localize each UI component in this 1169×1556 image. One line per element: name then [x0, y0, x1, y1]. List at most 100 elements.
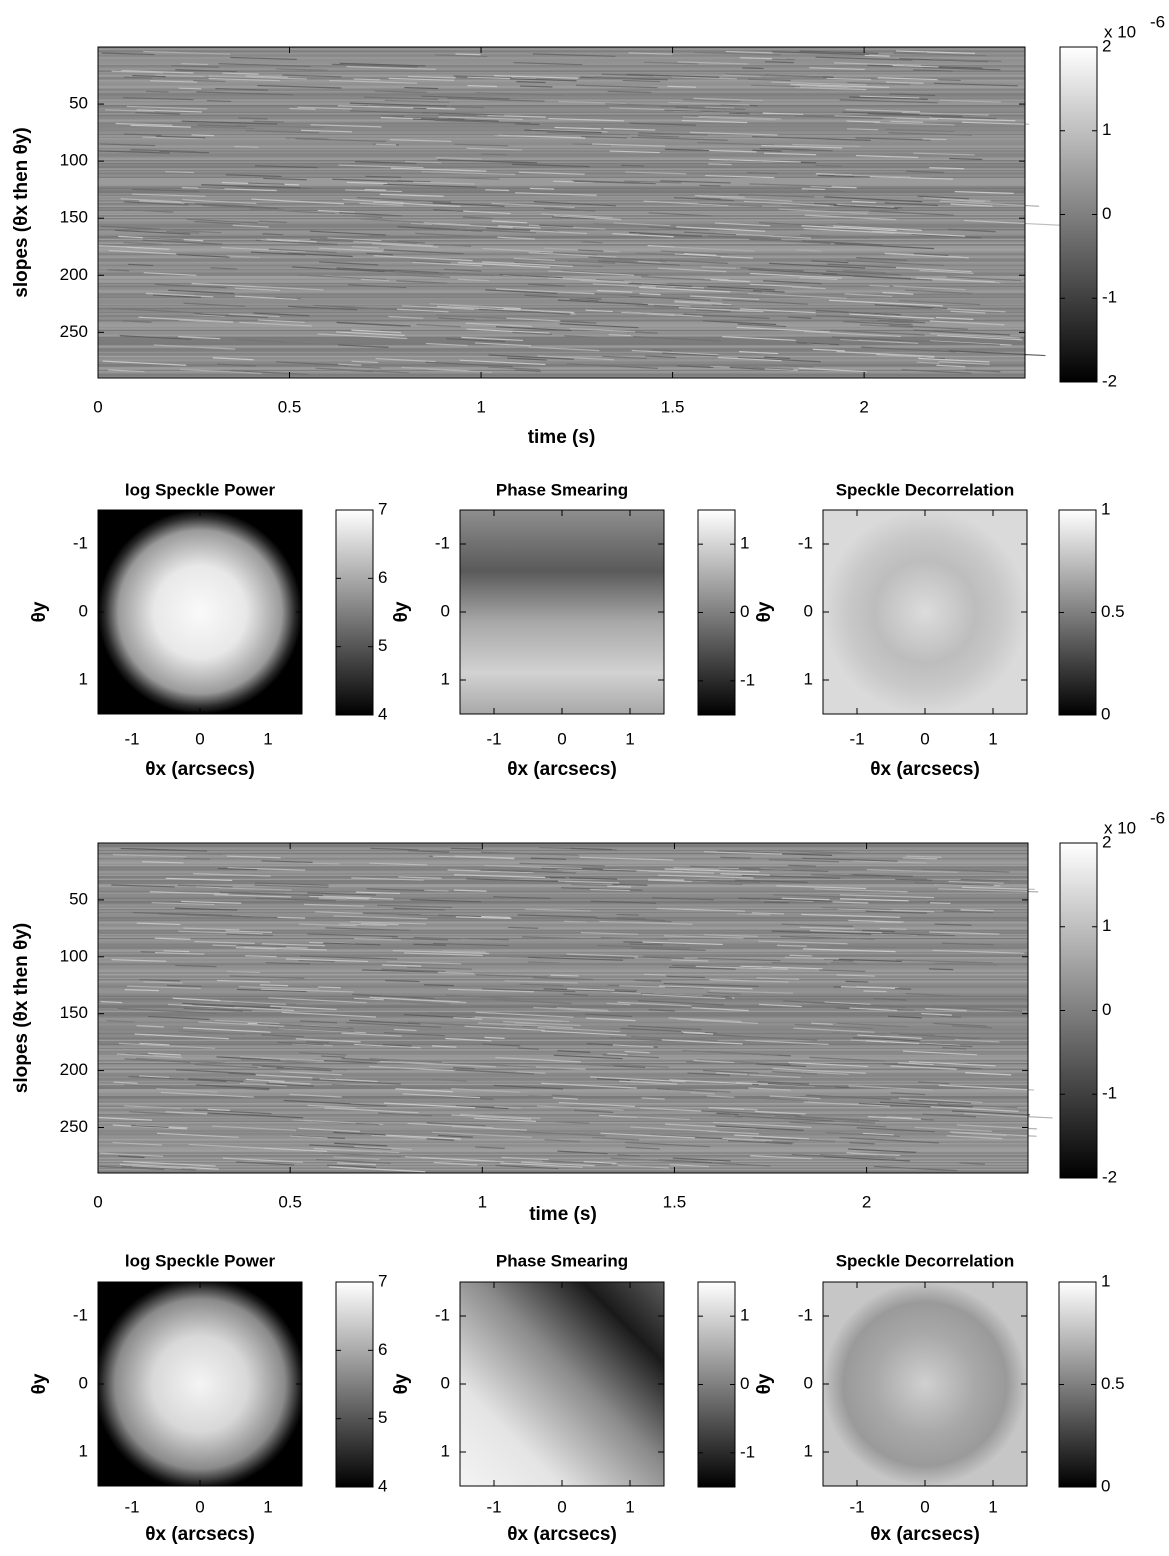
image-texture: [959, 1162, 985, 1165]
image-texture: [98, 223, 1025, 226]
image-texture: [663, 935, 744, 939]
image-texture: [888, 132, 973, 136]
image-texture: [300, 129, 352, 133]
image-texture: [708, 1114, 743, 1118]
image-texture: [607, 90, 652, 94]
image-texture: [438, 114, 488, 117]
colorbar-tick-label: 5: [378, 636, 387, 655]
image-texture: [447, 97, 545, 102]
image-texture: [361, 922, 399, 926]
image-texture: [307, 1104, 357, 1109]
image-texture: [544, 207, 596, 212]
image-texture: [353, 78, 381, 81]
image-texture: [98, 1080, 1028, 1083]
image-texture: [317, 209, 355, 213]
image-texture: [98, 350, 1025, 353]
image-texture: [474, 1016, 563, 1022]
image-texture: [338, 363, 362, 366]
image-texture: [693, 1059, 734, 1064]
image-texture: [183, 857, 210, 860]
image-texture: [707, 285, 775, 291]
y-tick-label: 1: [804, 1441, 813, 1460]
image-texture: [887, 1015, 922, 1019]
x-tick-label: 1: [988, 729, 997, 748]
image-texture: [413, 936, 461, 940]
image-texture: [801, 188, 826, 191]
image-texture: [98, 331, 1025, 333]
image-texture: [120, 198, 182, 203]
image-texture: [693, 51, 781, 56]
image-texture: [139, 1075, 170, 1079]
image-texture: [773, 894, 857, 898]
image-texture: [365, 175, 402, 178]
image-texture: [514, 123, 540, 126]
image-texture: [98, 110, 1025, 113]
image-texture: [98, 933, 1028, 936]
y-tick-label: 50: [69, 889, 88, 908]
x-axis-label: θx (arcsecs): [870, 1524, 980, 1545]
image-texture: [408, 850, 450, 853]
image-texture: [541, 1030, 627, 1036]
image-texture: [98, 111, 1025, 114]
image-texture: [836, 351, 935, 358]
image-texture: [354, 1145, 413, 1151]
image-texture: [932, 278, 1001, 284]
x-tick-label: 1.5: [661, 397, 685, 416]
image-texture: [495, 1164, 559, 1170]
image-texture: [108, 249, 177, 255]
image-texture: [257, 84, 342, 89]
image-texture: [102, 360, 187, 366]
image-texture: [98, 151, 1025, 154]
image-texture: [309, 1144, 392, 1150]
image-texture: [717, 356, 782, 362]
image-texture: [98, 245, 1025, 248]
image-texture: [98, 1170, 1028, 1173]
image-texture: [856, 257, 908, 261]
image-texture: [181, 187, 277, 192]
image-texture: [592, 1137, 640, 1141]
image-texture: [156, 135, 206, 139]
colorbar-exponent: -6: [1150, 12, 1165, 31]
image-texture: [770, 235, 812, 239]
image-texture: [569, 298, 599, 302]
image-texture: [360, 278, 390, 282]
image-texture: [351, 877, 424, 881]
image-texture: [98, 58, 1025, 60]
image-texture: [234, 295, 298, 300]
image-texture: [690, 1092, 716, 1095]
image-texture: [98, 1159, 1028, 1162]
image-texture: [461, 336, 523, 342]
image-texture: [769, 1095, 821, 1100]
image-texture: [151, 902, 215, 906]
image-texture: [98, 92, 1025, 95]
image-texture: [98, 121, 1025, 124]
image-texture: [774, 1115, 860, 1122]
image-texture: [98, 848, 1028, 851]
image-texture: [949, 157, 983, 161]
image-texture: [494, 1106, 521, 1109]
image-texture: [454, 855, 515, 859]
image-texture: [323, 1129, 353, 1132]
image-texture: [193, 873, 271, 877]
image-texture: [98, 318, 1025, 321]
image-texture: [98, 173, 1025, 176]
image-texture: [274, 296, 302, 300]
image-texture: [315, 1158, 391, 1164]
image-texture: [434, 119, 531, 124]
image-texture: [836, 974, 875, 977]
colorbar: [697, 509, 736, 716]
image-texture: [946, 276, 1021, 282]
image-texture: [98, 218, 1025, 220]
image-texture: [785, 365, 813, 368]
colorbar-tick-label: 2: [1102, 36, 1111, 55]
image-texture: [868, 1116, 921, 1120]
image-texture: [98, 859, 1028, 862]
image-texture: [98, 183, 1025, 186]
image-texture: [801, 240, 883, 246]
image-texture: [139, 200, 195, 205]
image-texture: [124, 989, 159, 992]
image-texture: [98, 95, 1025, 98]
image-texture: [98, 155, 1025, 158]
image-texture: [901, 111, 989, 116]
image-texture: [98, 1113, 1028, 1116]
